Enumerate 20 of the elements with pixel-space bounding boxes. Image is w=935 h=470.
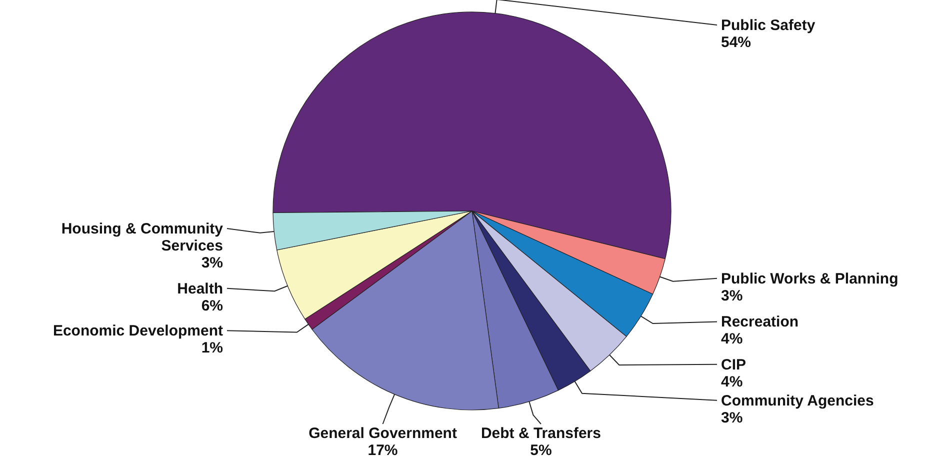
data-label: 17% [368, 442, 398, 459]
slice-label: Community Agencies [721, 392, 874, 410]
slice-label: Housing & Community Services [61, 220, 224, 255]
slice-label: Health [177, 280, 223, 298]
data-label: 5% [530, 442, 552, 459]
slice-label: Public Works & Planning [721, 270, 898, 288]
slice-label: Debt & Transfers [480, 425, 601, 442]
data-label: 1% [201, 340, 223, 357]
data-label: 6% [201, 297, 223, 314]
slice-label: Recreation [721, 314, 799, 331]
data-label: 3% [721, 287, 743, 304]
slice-label: General Government [308, 425, 457, 442]
slice-label: Public Safety [721, 17, 816, 34]
data-label: 4% [721, 330, 743, 348]
data-label: 4% [721, 373, 743, 390]
slice-label: CIP [721, 356, 746, 374]
slice-label: Economic Development [52, 322, 223, 340]
data-label: 3% [201, 254, 223, 272]
data-label: 3% [721, 409, 743, 426]
data-label: 54% [721, 34, 752, 51]
